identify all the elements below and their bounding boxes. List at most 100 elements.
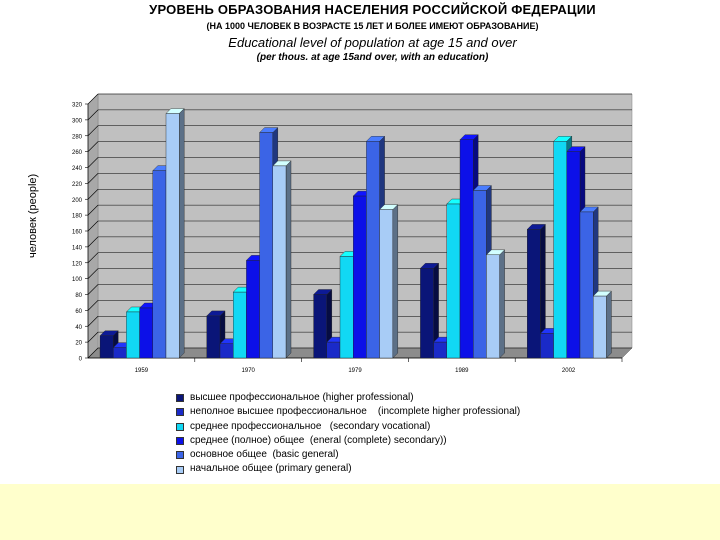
y-tick-label: 60	[75, 309, 82, 315]
bar	[540, 333, 554, 359]
bar	[219, 343, 234, 359]
bar	[112, 347, 127, 359]
legend-item: начальное общее (primary general)	[176, 462, 520, 476]
bar	[206, 315, 221, 359]
bar	[232, 291, 247, 359]
y-tick-label: 100	[72, 277, 83, 283]
chart-title-english: Educational level of population at age 1…	[228, 35, 517, 50]
y-tick-label: 260	[72, 150, 83, 156]
gridline	[87, 204, 99, 216]
bar	[339, 256, 354, 359]
gridline	[87, 109, 99, 121]
gridline	[87, 189, 99, 200]
bar	[246, 260, 260, 359]
bar	[579, 211, 594, 359]
y-tick-label: 200	[72, 198, 83, 204]
bar	[593, 295, 607, 359]
legend-item: среднее профессиональное (secondary voca…	[176, 420, 520, 434]
bar	[566, 151, 581, 359]
bar-side	[285, 160, 292, 359]
gridline	[87, 220, 99, 232]
chart-title: УРОВЕНЬ ОБРАЗОВАНИЯ НАСЕЛЕНИЯ РОССИЙСКОЙ…	[149, 2, 596, 17]
y-tick-label: 160	[72, 230, 83, 236]
bar-side	[606, 290, 612, 359]
gridline	[87, 236, 99, 248]
y-tick-label: 80	[75, 293, 82, 299]
y-axis-label: человек (people)	[27, 174, 39, 258]
bar-side	[499, 249, 505, 359]
y-tick-label: 140	[72, 245, 83, 251]
bar	[366, 141, 380, 359]
bar	[473, 190, 487, 359]
legend-item: основное общее (basic general)	[176, 448, 520, 462]
y-tick-label: 0	[79, 357, 83, 363]
y-tick-label: 180	[72, 214, 83, 220]
legend-swatch	[176, 451, 184, 460]
bar	[379, 209, 394, 359]
y-tick-label: 280	[72, 134, 83, 140]
legend-item: среднее (полное) общее (eneral (complete…	[176, 434, 520, 448]
bar	[152, 170, 167, 359]
gridline	[87, 93, 99, 105]
y-tick-label: 300	[72, 118, 83, 124]
legend-swatch	[176, 408, 184, 417]
gridline	[87, 347, 99, 359]
y-tick-label: 20	[75, 341, 82, 347]
footer-band	[0, 484, 720, 540]
legend-label: начальное общее (primary general)	[190, 463, 352, 475]
y-tick-label: 240	[72, 166, 83, 172]
chart-subtitle-english: (per thous. at age 15and over, with an e…	[256, 52, 489, 63]
chart-subtitle: (НА 1000 ЧЕЛОВЕК В ВОЗРАСТЕ 15 ЛЕТ И БОЛ…	[206, 21, 539, 31]
gridline	[87, 268, 99, 279]
legend-label: среднее профессиональное (secondary voca…	[190, 420, 431, 432]
legend-swatch	[176, 465, 184, 474]
gridline	[87, 316, 99, 327]
bar	[326, 341, 341, 359]
bar	[259, 132, 274, 359]
gridline	[87, 125, 99, 136]
legend-swatch	[176, 422, 184, 431]
legend: высшее профессиональное (higher professi…	[176, 391, 520, 477]
bar-side	[178, 108, 185, 359]
y-tick-label: 220	[72, 182, 83, 188]
legend-swatch	[176, 437, 184, 446]
bar	[420, 268, 434, 359]
bar	[459, 139, 474, 359]
bar	[486, 254, 500, 359]
gridline	[87, 141, 99, 152]
legend-label: основное общее (basic general)	[190, 449, 339, 461]
x-tick-label: 2002	[562, 368, 576, 374]
legend-label: среднее (полное) общее (eneral (complete…	[190, 434, 447, 446]
x-tick-label: 1989	[455, 368, 469, 374]
bar-chart: 0 20 40 60 80 100 120 140 160 180 200 220 240 260 280 3…	[72, 93, 633, 374]
gridline	[87, 284, 99, 295]
y-tick-label: 320	[72, 103, 83, 109]
bar	[527, 229, 541, 359]
legend-label: высшее профессиональное (higher professi…	[190, 392, 414, 403]
gridline	[87, 173, 99, 184]
legend-item: неполное высшее профессиональное (incomp…	[176, 405, 520, 419]
y-axis-label-text: человек (people)	[27, 173, 39, 258]
bar	[553, 141, 567, 359]
legend-item: высшее профессиональное (higher professi…	[176, 391, 520, 405]
y-tick-label: 40	[75, 325, 82, 331]
x-tick-label: 1959	[135, 368, 149, 374]
bar	[165, 113, 180, 359]
bar	[446, 203, 461, 359]
bar	[433, 341, 448, 359]
gridline	[87, 252, 99, 263]
bar	[313, 294, 328, 359]
legend-label: неполное высшее профессиональное (incomp…	[190, 406, 521, 418]
bar	[353, 195, 367, 359]
y-tick-label: 120	[72, 261, 83, 267]
gridline	[87, 300, 99, 311]
gridline	[87, 331, 99, 343]
gridline	[87, 157, 99, 168]
x-tick-label: 1970	[242, 368, 256, 374]
legend-swatch	[176, 394, 184, 403]
bar	[272, 165, 287, 359]
bar	[99, 335, 114, 359]
bar	[126, 311, 140, 359]
bar-side	[392, 204, 398, 359]
bar	[139, 307, 154, 359]
